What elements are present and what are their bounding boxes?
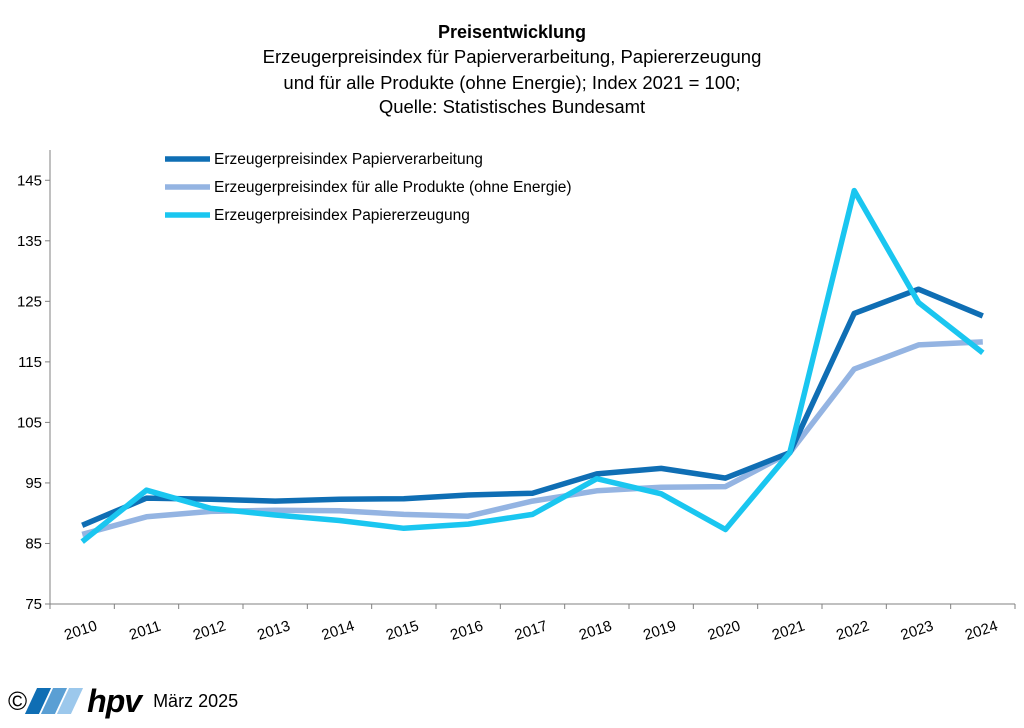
- chart-title: Preisentwicklung: [437, 22, 587, 42]
- x-tick-label: 2017: [513, 617, 550, 643]
- y-tick-label: 145: [17, 172, 42, 189]
- chart-series: [80, 187, 985, 544]
- chart-subtitle-line-1: Erzeugerpreisindex für Papierverarbeitun…: [262, 46, 762, 67]
- y-tick-label: 135: [17, 233, 42, 250]
- chart-axes: 75 85 95 105 115 125 135 145 2010 2011 2012 2013 201…: [17, 150, 1016, 644]
- series-line-0: [81, 286, 984, 528]
- x-tick-label: 2024: [963, 617, 1000, 643]
- chart-subtitle-line-2: und für alle Produkte (ohne Energie); In…: [283, 72, 741, 93]
- x-tick-label: 2011: [127, 618, 163, 644]
- chart-legend: Erzeugerpreisindex Papierverarbeitung Erz…: [165, 151, 572, 224]
- x-tick-label: 2020: [706, 617, 743, 643]
- x-tick-label: 2010: [62, 617, 99, 643]
- y-tick-label: 105: [17, 414, 42, 431]
- series-line-2: [80, 187, 985, 544]
- copyright-symbol: ©: [8, 686, 28, 716]
- x-tick-label: 2013: [255, 617, 292, 643]
- y-tick-label: 125: [17, 293, 42, 310]
- legend-entry: Erzeugerpreisindex Papierverarbeitung: [214, 151, 483, 168]
- x-tick-label: 2019: [641, 617, 678, 643]
- legend-entry: Erzeugerpreisindex Papiererzeugung: [214, 207, 470, 224]
- x-tick-label: 2014: [320, 617, 357, 643]
- x-tick-label: 2018: [577, 617, 614, 643]
- series-line-1: [81, 339, 983, 538]
- legend-entry: Erzeugerpreisindex für alle Produkte (oh…: [214, 179, 572, 196]
- y-tick-label: 95: [25, 475, 42, 492]
- x-tick-label: 2015: [384, 617, 421, 643]
- y-tick-label: 75: [25, 596, 42, 613]
- x-tick-label: 2012: [191, 617, 228, 643]
- footer: © hpv März 2025: [8, 682, 239, 719]
- x-tick-label: 2023: [899, 617, 936, 643]
- x-tick-label: 2021: [770, 617, 807, 643]
- footer-date: März 2025: [153, 690, 239, 711]
- chart-subtitle-line-3: Quelle: Statistisches Bundesamt: [378, 96, 646, 117]
- y-tick-label: 115: [18, 354, 42, 371]
- x-tick-label: 2016: [448, 617, 485, 643]
- x-tick-label: 2022: [834, 617, 871, 643]
- y-tick-label: 85: [25, 535, 42, 552]
- hpv-logo-text: hpv: [87, 682, 142, 719]
- hpv-logo-mark: [25, 688, 84, 714]
